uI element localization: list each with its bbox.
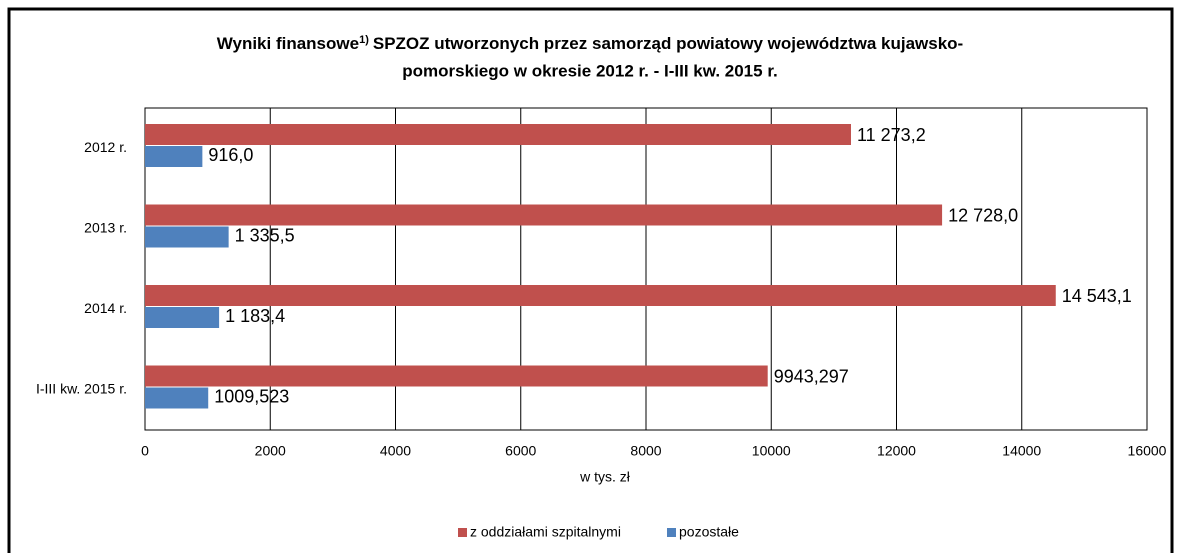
frame: [7, 7, 1174, 553]
bar: [145, 285, 1056, 306]
bar: [145, 204, 943, 226]
data-label: 1 183,4: [225, 306, 285, 326]
bar: [145, 146, 203, 167]
x-axis-label: w tys. zł: [579, 469, 631, 485]
data-label: 1009,523: [214, 386, 289, 406]
data-label: 11 273,2: [857, 125, 926, 145]
title-main: Wyniki finansowe: [217, 34, 359, 53]
x-tick-label: 12000: [877, 443, 916, 459]
data-label: 1 335,5: [235, 225, 295, 245]
legend-label: pozostałe: [679, 524, 739, 540]
bar: [145, 226, 229, 248]
y-tick-label: I-III kw. 2015 r.: [36, 380, 127, 396]
chart-title-line2: pomorskiego w okresie 2012 r. - I-III kw…: [402, 61, 777, 80]
bar: [145, 307, 220, 328]
data-label: 9943,297: [774, 366, 849, 386]
x-tick-label: 10000: [752, 443, 791, 459]
chart-title: Wyniki finansowe1) SPZOZ utworzonych prze…: [217, 34, 963, 54]
data-label: 12 728,0: [948, 205, 1018, 225]
legend-swatch: [667, 528, 676, 537]
plot-border: [144, 107, 1148, 431]
bar: [145, 387, 209, 409]
bar: [145, 365, 768, 387]
y-tick-label: 2012 r.: [84, 139, 127, 155]
x-tick-label: 14000: [1002, 443, 1041, 459]
legend-swatch: [458, 528, 467, 537]
legend-label: z oddziałami szpitalnymi: [470, 524, 621, 540]
x-tick-label: 2000: [255, 443, 286, 459]
x-tick-label: 6000: [505, 443, 536, 459]
x-tick-label: 4000: [380, 443, 411, 459]
x-tick-label: 16000: [1128, 443, 1167, 459]
x-tick-label: 8000: [630, 443, 661, 459]
y-tick-label: 2013 r.: [84, 219, 127, 235]
data-label: 916,0: [208, 145, 253, 165]
x-tick-label: 0: [141, 443, 149, 459]
y-tick-label: 2014 r.: [84, 300, 127, 316]
title-rest: SPZOZ utworzonych przez samorząd powiato…: [373, 34, 963, 53]
bar: [145, 124, 851, 145]
title-note: 1): [359, 34, 369, 46]
data-label: 14 543,1: [1062, 286, 1132, 306]
